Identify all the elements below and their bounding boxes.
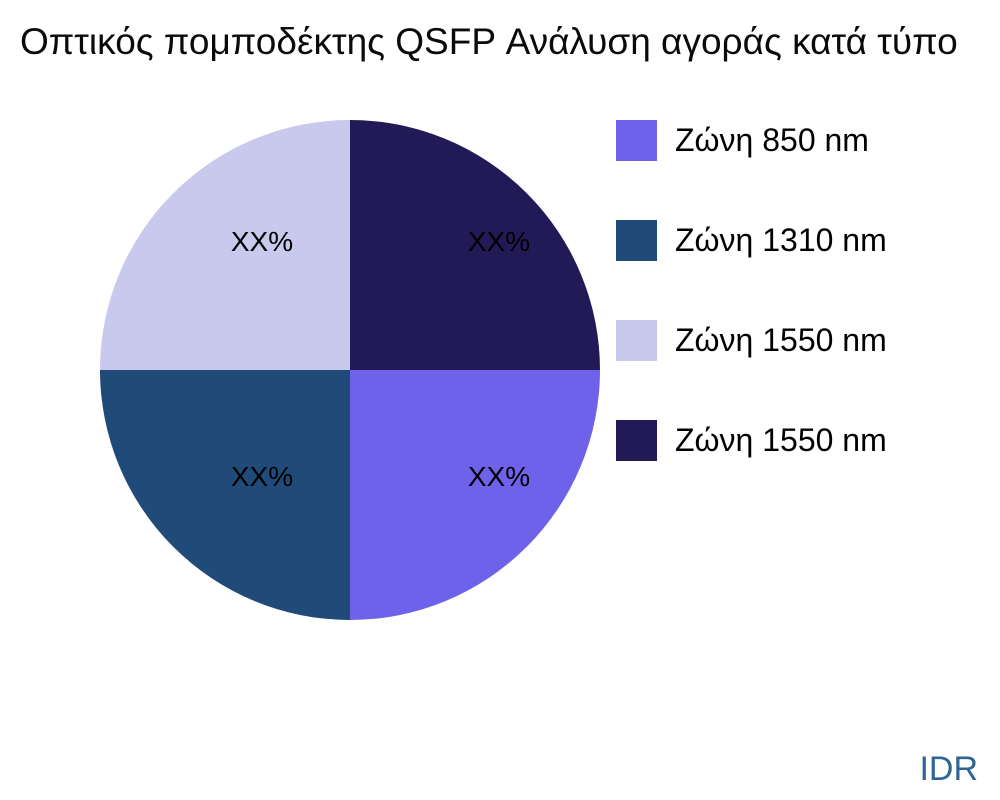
pie-slice-1 (100, 370, 350, 620)
legend-swatch-1550nm-dark (616, 420, 657, 461)
legend-swatch-1310nm (616, 220, 657, 261)
legend-item-1550nm-dark: Ζώνη 1550 nm (616, 420, 887, 461)
pie-slice-0 (350, 370, 600, 620)
chart-title: Οπτικός πομποδέκτης QSFP Ανάλυση αγοράς … (20, 21, 958, 62)
pie-slice-label-850nm: XX% (467, 461, 531, 492)
legend-label-850nm: Ζώνη 850 nm (675, 122, 869, 158)
pie-slice-3 (350, 120, 600, 370)
legend-item-1310nm: Ζώνη 1310 nm (616, 220, 887, 261)
legend-swatch-1550nm-light (616, 320, 657, 361)
pie-slice-2 (100, 120, 350, 370)
legend-swatch-850nm (616, 120, 657, 161)
legend-item-850nm: Ζώνη 850 nm (616, 120, 887, 161)
pie-slice-label-1550nm-dark: XX% (467, 226, 531, 257)
pie-chart (100, 120, 600, 620)
legend: Ζώνη 850 nm Ζώνη 1310 nm Ζώνη 1550 nm Ζώ… (616, 120, 887, 520)
pie-slice-label-1310nm: XX% (230, 461, 294, 492)
watermark-idr: IDR (919, 750, 978, 788)
legend-label-1550nm-dark: Ζώνη 1550 nm (675, 422, 887, 458)
legend-label-1310nm: Ζώνη 1310 nm (675, 222, 887, 258)
legend-label-1550nm-light: Ζώνη 1550 nm (675, 322, 887, 358)
pie-slice-label-1550nm-light: XX% (230, 226, 294, 257)
legend-item-1550nm-light: Ζώνη 1550 nm (616, 320, 887, 361)
